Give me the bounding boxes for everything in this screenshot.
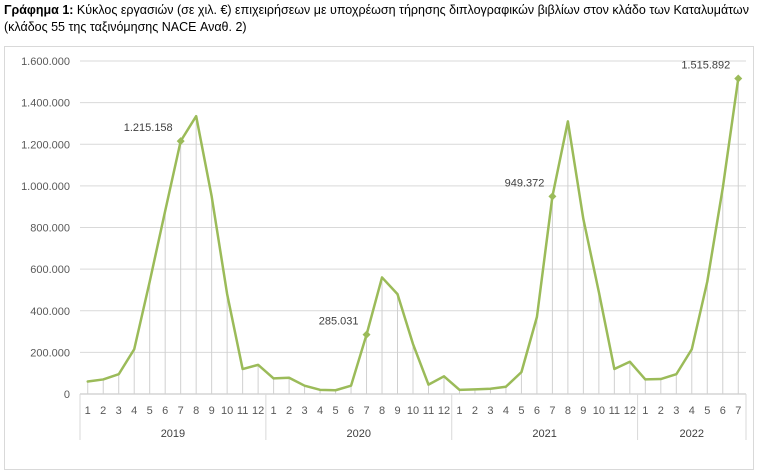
x-tick-label: 1	[85, 405, 91, 417]
x-tick-label: 7	[735, 405, 741, 417]
x-tick-label: 11	[237, 405, 248, 417]
series-layer	[86, 74, 743, 392]
year-label: 2019	[161, 428, 185, 440]
x-tick-label: 11	[609, 405, 620, 417]
data-point-marker	[548, 192, 557, 201]
x-tick-label: 1	[271, 405, 277, 417]
grid-layer	[80, 60, 746, 353]
x-tick-label: 3	[302, 405, 308, 417]
x-tick-label: 9	[580, 405, 586, 417]
year-label: 2020	[347, 428, 371, 440]
x-tick-label: 3	[487, 405, 493, 417]
drop-lines	[87, 78, 739, 394]
x-tick-label: 11	[423, 405, 434, 417]
axis-layer: 0 200.000 400.000 600.000 800.000 1.000.000 1.…	[21, 56, 747, 440]
x-tick-label: 8	[379, 405, 385, 417]
x-tick-label: 12	[624, 405, 636, 417]
y-tick-label: 1.000.000	[21, 181, 70, 193]
x-tick-label: 1	[642, 405, 648, 417]
label-layer: 1.215.158 285.031 949.372 1.515.892	[124, 60, 731, 328]
x-tick-label: 6	[162, 405, 168, 417]
x-tick-label: 6	[348, 405, 354, 417]
y-tick-label: 1.600.000	[21, 56, 70, 68]
data-label: 285.031	[319, 316, 359, 328]
data-point-marker	[734, 74, 743, 83]
y-tick-label: 0	[64, 389, 70, 401]
x-tick-label: 6	[534, 405, 540, 417]
x-tick-label: 7	[178, 405, 184, 417]
x-tick-label: 4	[131, 405, 137, 417]
x-tick-label: 10	[593, 405, 605, 417]
data-point-marker	[176, 137, 185, 146]
x-tick-label: 5	[332, 405, 338, 417]
data-label: 1.515.892	[681, 60, 730, 72]
x-tick-label: 12	[438, 405, 450, 417]
x-tick-label: 7	[363, 405, 369, 417]
x-tick-label: 4	[317, 405, 323, 417]
x-tick-label: 3	[116, 405, 122, 417]
x-tick-label: 10	[221, 405, 233, 417]
y-tick-label: 200.000	[30, 347, 70, 359]
data-label: 1.215.158	[124, 122, 173, 134]
y-tick-label: 1.200.000	[21, 139, 70, 151]
year-label: 2021	[532, 428, 556, 440]
year-label: 2022	[680, 428, 704, 440]
x-tick-label: 5	[147, 405, 153, 417]
x-tick-label: 6	[720, 405, 726, 417]
x-tick-label: 1	[456, 405, 462, 417]
y-tick-label: 600.000	[30, 264, 70, 276]
x-tick-label: 7	[549, 405, 555, 417]
chart-caption: Γράφημα 1: Κύκλος εργασιών (σε χιλ. €) ε…	[4, 2, 756, 36]
x-tick-label: 4	[689, 405, 695, 417]
data-label: 949.372	[505, 177, 545, 189]
x-tick-label: 8	[565, 405, 571, 417]
data-point-marker	[362, 330, 371, 339]
x-tick-label: 9	[209, 405, 215, 417]
y-tick-label: 400.000	[30, 306, 70, 318]
x-tick-label: 8	[193, 405, 199, 417]
y-tick-label: 800.000	[30, 223, 70, 235]
caption-text: Κύκλος εργασιών (σε χιλ. €) επιχειρήσεων…	[4, 3, 749, 34]
x-tick-label: 5	[518, 405, 524, 417]
x-tick-label: 9	[394, 405, 400, 417]
x-tick-label: 3	[673, 405, 679, 417]
x-tick-label: 2	[472, 405, 478, 417]
x-tick-label: 2	[286, 405, 292, 417]
series-line	[86, 77, 740, 392]
y-tick-label: 1.400.000	[21, 98, 70, 110]
x-tick-label: 12	[252, 405, 264, 417]
x-tick-label: 4	[503, 405, 509, 417]
x-tick-label: 2	[100, 405, 106, 417]
x-tick-label: 2	[658, 405, 664, 417]
x-tick-label: 5	[704, 405, 710, 417]
caption-lead: Γράφημα 1:	[4, 3, 74, 17]
x-tick-label: 10	[407, 405, 419, 417]
chart-frame	[4, 46, 754, 470]
